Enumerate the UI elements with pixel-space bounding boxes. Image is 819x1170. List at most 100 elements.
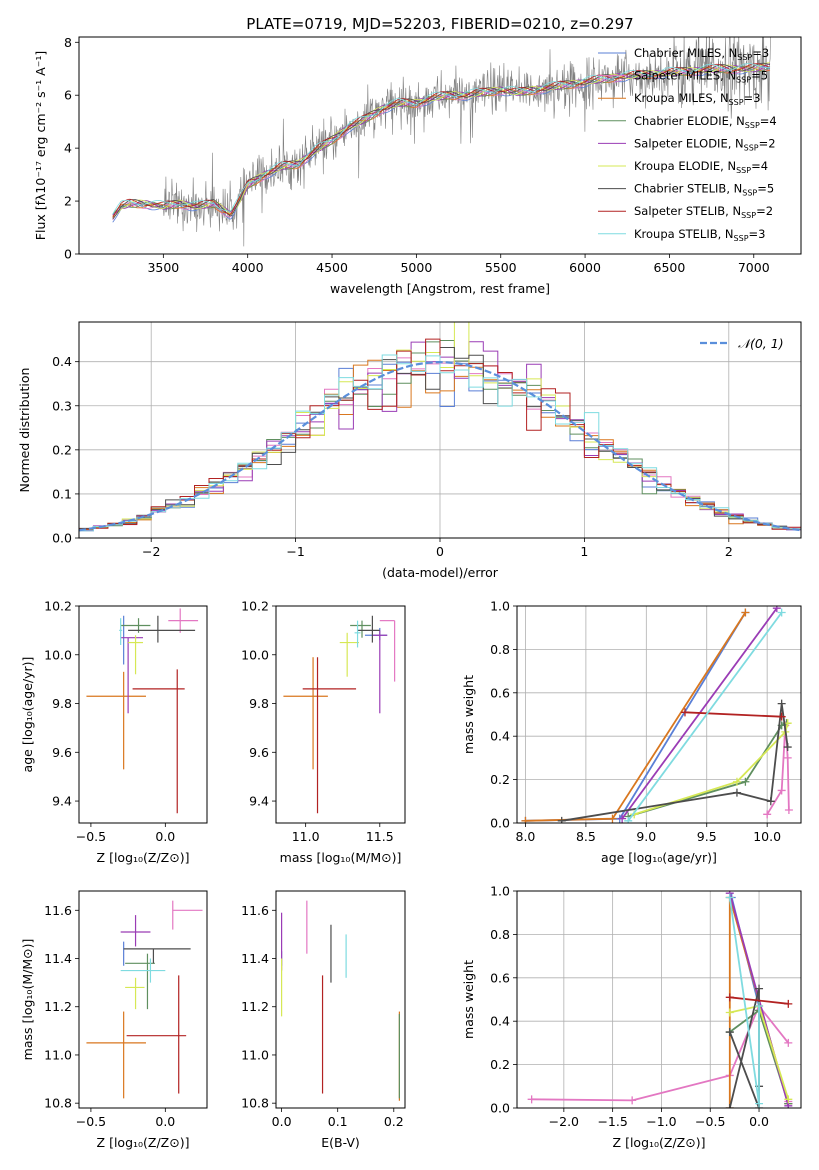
plot-frame — [275, 890, 406, 1109]
x-tick-label: 3500 — [147, 260, 179, 275]
y-tick-label: 0.4 — [490, 729, 510, 744]
series-marker-salpeter_miles — [763, 810, 772, 819]
series-marker-salpeter_miles — [527, 1095, 536, 1104]
series-line-salpeter_stelib — [684, 711, 782, 718]
series-marker-kroupa_stelib — [755, 1002, 764, 1011]
y-tick-label: 0.4 — [52, 354, 72, 369]
x-tick-label: 9.5 — [697, 829, 717, 844]
mass_vs_Z-errorbars — [86, 900, 203, 1099]
legend-entry-normal: 𝒩(0, 1) — [738, 336, 784, 351]
y-tick-label: 2 — [64, 194, 72, 209]
series-marker-salpeter_miles — [628, 1096, 637, 1105]
y-tick-label: 10.8 — [241, 1096, 269, 1111]
legend-entry-salpeter_miles: Salpeter MILES, NSSP=5 — [634, 69, 768, 85]
plot-frame — [78, 36, 802, 255]
residuals-chart: −2 −1 0 1 2 0.0 0.1 0.2 0.3 0.4 (data-model)/error… — [17, 321, 802, 580]
x-tick-label: 0.0 — [155, 829, 175, 844]
series-marker-kroupa_elodie — [732, 777, 741, 786]
y-tick-label: 9.8 — [52, 696, 72, 711]
spectrum-observed-line — [112, 37, 771, 247]
y-tick-label: 9.4 — [249, 794, 269, 809]
x-tick-label: 0.2 — [384, 1114, 404, 1129]
y-axis-label: age [log₁₀(age/yr)] — [20, 657, 35, 773]
y-tick-label: 9.4 — [52, 794, 72, 809]
mass_vs_ebv-errorbars — [281, 900, 400, 1101]
legend-entry-salpeter_elodie: Salpeter ELODIE, NSSP=2 — [634, 136, 776, 152]
y-tick-label: 6 — [64, 88, 72, 103]
y-tick-label: 0.0 — [490, 816, 510, 831]
series-marker-salpeter_miles — [783, 753, 792, 762]
y-tick-label: 9.8 — [249, 696, 269, 711]
series-marker-salpeter_elodie — [618, 814, 627, 823]
normal-curve — [79, 360, 801, 532]
series-line-kroupa_stelib — [627, 611, 783, 822]
y-tick-label: 11.0 — [44, 1047, 72, 1062]
x-axis-label: (data-model)/error — [382, 565, 499, 580]
y-tick-label: 9.6 — [249, 745, 269, 760]
series-marker-chabrier_stelib — [755, 984, 764, 993]
legend-entry-chabrier_stelib: Chabrier STELIB, NSSP=5 — [634, 182, 774, 198]
x-tick-label: 5500 — [485, 260, 517, 275]
x-tick-label: 7000 — [738, 260, 770, 275]
y-tick-label: 8 — [64, 35, 72, 50]
x-tick-label: 8.0 — [516, 829, 536, 844]
series-line-salpeter_stelib — [729, 996, 789, 1005]
series-marker-kroupa_stelib — [624, 816, 633, 823]
y-tick-label: 10.2 — [241, 599, 269, 614]
series-marker-kroupa_stelib — [755, 1099, 764, 1108]
spectrum-model-salpeter_miles — [112, 66, 771, 221]
mass_vs_Z-chart: −0.5 0.0 10.8 11.0 11.2 11.4 11.6 Z [log₁₀(Z/Z⊙… — [20, 890, 208, 1150]
y-tick-label: 0.3 — [52, 398, 72, 413]
series-marker-salpeter_miles — [777, 786, 786, 795]
weight_vs_Z-lines — [527, 891, 793, 1108]
y-axis-label: Normed distribution — [17, 368, 32, 493]
age_vs_Z-chart: −0.5 0.0 9.4 9.6 9.8 10.0 10.2 Z [log₁₀(Z/Z⊙)] a… — [20, 599, 208, 865]
y-tick-label: 0.8 — [490, 642, 510, 657]
plot-frame — [78, 321, 802, 539]
x-tick-label: 4000 — [232, 260, 264, 275]
x-tick-label: 6000 — [569, 260, 601, 275]
series-line-salpeter_miles — [531, 1004, 790, 1102]
y-tick-label: 0.6 — [490, 685, 510, 700]
x-tick-label: 0.0 — [749, 1114, 769, 1129]
histogram-kroupa_stelib — [79, 354, 801, 533]
series-line-chabrier_elodie — [627, 722, 787, 818]
legend-entry-kroupa_miles: Kroupa MILES, NSSP=3 — [634, 91, 760, 107]
spectrum-model-chabrier_stelib — [112, 62, 771, 220]
series-marker-chabrier_stelib — [725, 1104, 734, 1108]
x-tick-label: 0.0 — [272, 1114, 292, 1129]
y-axis-label: mass [log₁₀(M/M⊙)] — [20, 939, 35, 1061]
x-tick-label: 0.0 — [155, 1114, 175, 1129]
series-marker-kroupa_stelib — [725, 893, 734, 902]
legend-entry-kroupa_elodie: Kroupa ELODIE, NSSP=4 — [634, 159, 768, 175]
y-tick-label: 11.2 — [44, 999, 72, 1014]
x-tick-label: 11.0 — [292, 829, 320, 844]
y-tick-label: 1.0 — [490, 884, 510, 899]
series-marker-kroupa_miles — [608, 814, 617, 823]
x-tick-label: 0 — [436, 544, 444, 559]
x-tick-label: 6500 — [654, 260, 686, 275]
y-tick-label: 1.0 — [490, 599, 510, 614]
series-marker-salpeter_miles — [784, 805, 793, 814]
mass_vs_ebv-chart: 0.0 0.1 0.2 10.8 11.0 11.2 11.4 11.6 E(B-V) — [241, 890, 406, 1150]
y-tick-label: 4 — [64, 141, 72, 156]
x-axis-label: Z [log₁₀(Z/Z⊙)] — [613, 1135, 706, 1150]
series-marker-salpeter_stelib — [680, 708, 689, 717]
series-marker-kroupa_miles — [521, 816, 530, 823]
x-tick-label: 1 — [580, 544, 588, 559]
y-tick-label: 0 — [64, 247, 72, 262]
figure-title: PLATE=0719, MJD=52203, FIBERID=0210, z=0… — [246, 15, 633, 33]
spectrum-data — [112, 37, 771, 247]
x-tick-label: 9.0 — [636, 829, 656, 844]
y-tick-label: 0.2 — [52, 442, 72, 457]
x-tick-label: 11.5 — [366, 829, 394, 844]
series-marker-kroupa_stelib — [777, 608, 786, 617]
spectrum-model-salpeter_stelib — [112, 63, 771, 218]
y-tick-label: 11.4 — [241, 951, 269, 966]
series-marker-chabrier_stelib — [766, 797, 775, 806]
series-marker-kroupa_miles — [741, 608, 750, 617]
plot-frame — [275, 605, 406, 824]
series-marker-chabrier_stelib — [557, 816, 566, 823]
y-tick-label: 10.2 — [44, 599, 72, 614]
